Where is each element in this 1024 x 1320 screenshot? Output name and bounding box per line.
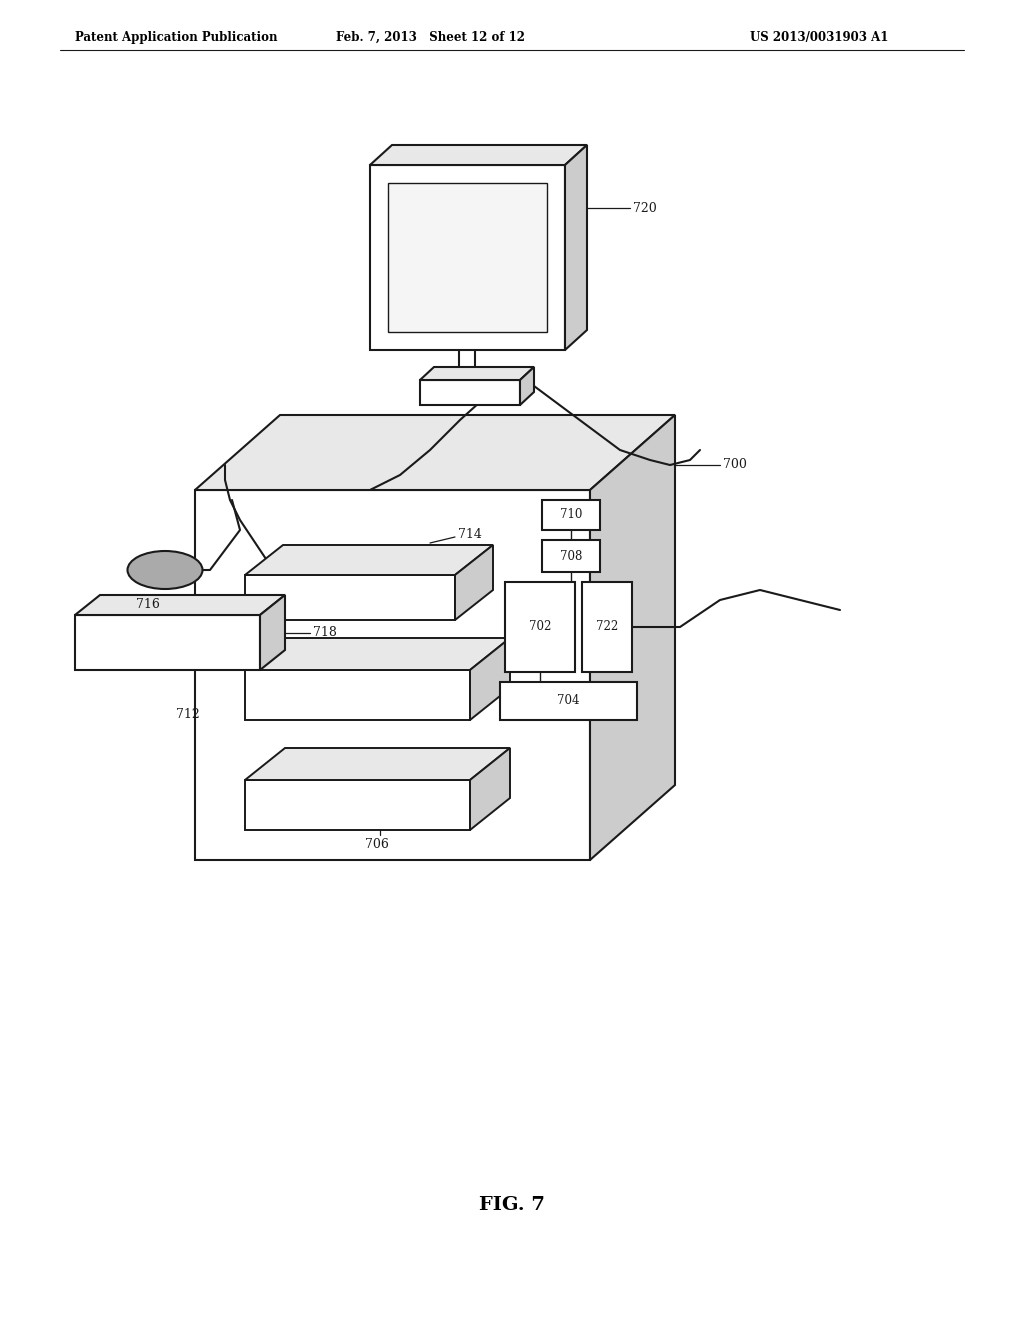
Text: Patent Application Publication: Patent Application Publication (75, 30, 278, 44)
Polygon shape (370, 145, 587, 165)
FancyBboxPatch shape (542, 540, 600, 572)
Text: US 2013/0031903 A1: US 2013/0031903 A1 (750, 30, 889, 44)
Polygon shape (245, 638, 510, 671)
FancyBboxPatch shape (500, 682, 637, 719)
Polygon shape (75, 615, 260, 671)
Text: Feb. 7, 2013   Sheet 12 of 12: Feb. 7, 2013 Sheet 12 of 12 (336, 30, 524, 44)
Polygon shape (245, 545, 493, 576)
Text: 710: 710 (560, 508, 583, 521)
Polygon shape (590, 414, 675, 861)
Polygon shape (470, 638, 510, 719)
Text: 706: 706 (365, 838, 389, 851)
Polygon shape (470, 748, 510, 830)
Text: 700: 700 (723, 458, 746, 471)
Polygon shape (245, 748, 510, 780)
Polygon shape (420, 380, 520, 405)
Polygon shape (370, 165, 565, 350)
FancyBboxPatch shape (505, 582, 575, 672)
Text: 708: 708 (560, 549, 583, 562)
Polygon shape (245, 576, 455, 620)
Polygon shape (195, 414, 675, 490)
FancyBboxPatch shape (582, 582, 632, 672)
Ellipse shape (128, 550, 203, 589)
Polygon shape (245, 671, 470, 719)
Polygon shape (565, 145, 587, 350)
Text: 714: 714 (458, 528, 482, 541)
Text: 702: 702 (528, 620, 551, 634)
Polygon shape (260, 595, 285, 671)
Polygon shape (420, 367, 534, 380)
Text: 720: 720 (633, 202, 656, 214)
Text: 718: 718 (313, 627, 337, 639)
Text: FIG. 7: FIG. 7 (479, 1196, 545, 1214)
Polygon shape (245, 780, 470, 830)
Text: 712: 712 (176, 709, 200, 722)
Polygon shape (75, 595, 285, 615)
Polygon shape (195, 490, 590, 861)
Polygon shape (388, 183, 547, 333)
Text: 722: 722 (596, 620, 618, 634)
Text: 704: 704 (557, 694, 580, 708)
FancyBboxPatch shape (542, 500, 600, 531)
Polygon shape (455, 545, 493, 620)
Polygon shape (520, 367, 534, 405)
Text: 716: 716 (136, 598, 160, 611)
